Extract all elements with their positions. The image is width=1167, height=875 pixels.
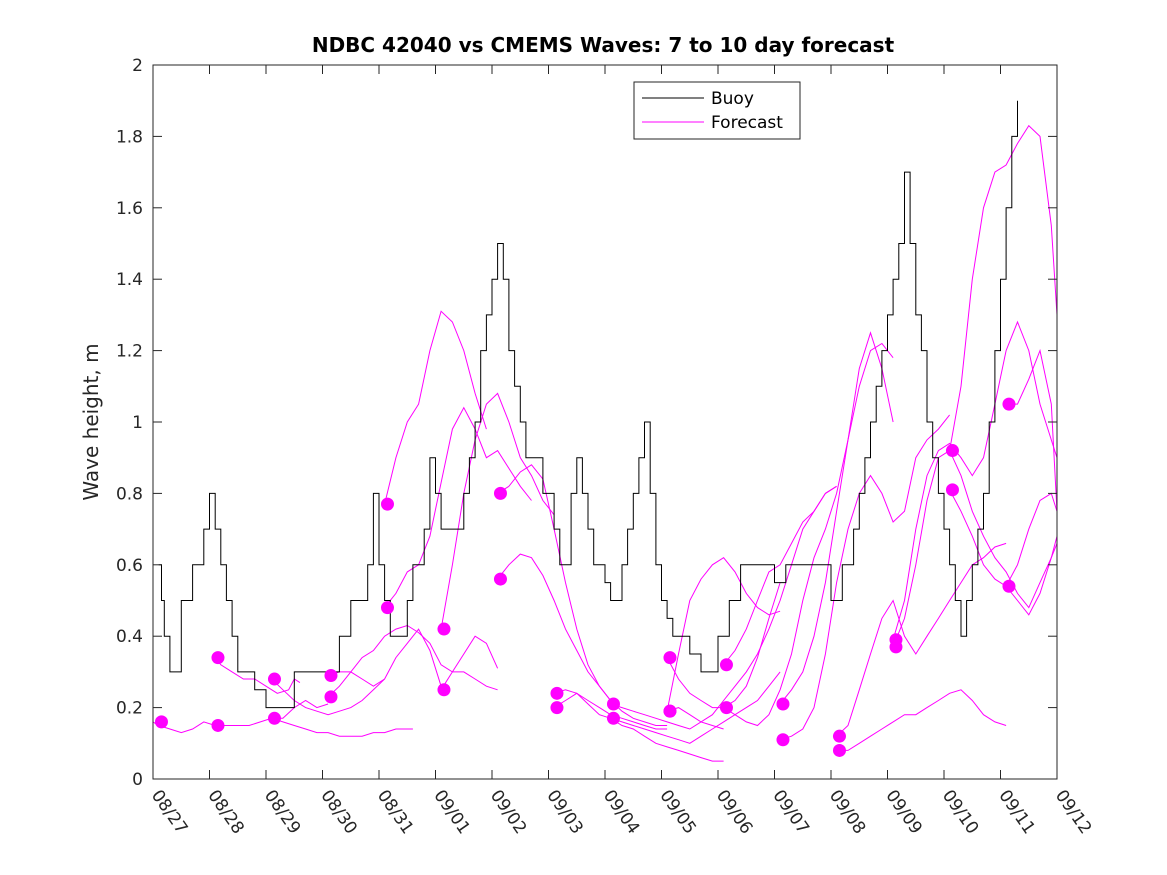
- y-tick-label: 1: [132, 413, 143, 433]
- forecast-start-marker: [267, 672, 281, 686]
- forecast-start-marker: [719, 701, 733, 715]
- buoy-line: [158, 100, 1018, 709]
- forecast-start-marker: [663, 704, 677, 718]
- forecast-line: [610, 703, 724, 730]
- forecast-line: [723, 485, 837, 666]
- plot-area: [153, 65, 1057, 779]
- chart-title: NDBC 42040 vs CMEMS Waves: 7 to 10 day f…: [312, 33, 895, 57]
- forecast-start-marker: [437, 683, 451, 697]
- forecast-start-marker: [493, 572, 507, 586]
- forecast-line: [384, 310, 487, 505]
- forecast-line: [949, 124, 1058, 451]
- forecast-start-marker: [663, 651, 677, 665]
- forecast-line: [666, 557, 781, 712]
- forecast-line: [892, 449, 1058, 648]
- y-tick-label: 2: [132, 56, 143, 76]
- forecast-line: [214, 657, 301, 694]
- forecast-series: [152, 124, 1058, 762]
- forecast-start-marker: [550, 701, 564, 715]
- y-tick-label: 1.6: [116, 199, 143, 219]
- forecast-start-marker: [211, 718, 225, 732]
- forecast-start-marker: [154, 715, 168, 729]
- forecast-line: [440, 635, 499, 691]
- forecast-line: [836, 689, 1007, 751]
- forecast-start-marker: [832, 743, 846, 757]
- forecast-start-marker: [493, 486, 507, 500]
- y-tick-label: 1.2: [116, 342, 143, 362]
- forecast-start-marker: [1002, 579, 1016, 593]
- y-tick-label: 0.6: [116, 556, 143, 576]
- forecast-start-marker: [889, 640, 903, 654]
- y-axis: 0 0.2 0.4 0.6 0.8 1 1.2 1.4 1.6 1.8 2: [116, 56, 1057, 790]
- y-tick-label: 0.4: [116, 627, 143, 647]
- forecast-start-marker: [945, 444, 959, 458]
- y-axis-label: Wave height, m: [79, 343, 103, 500]
- forecast-start-marker: [324, 690, 338, 704]
- forecast-line: [892, 320, 1058, 640]
- forecast-line: [497, 553, 668, 726]
- forecast-line: [384, 406, 532, 608]
- forecast-line: [723, 342, 894, 727]
- forecast-line: [553, 692, 724, 762]
- forecast-start-marker: [267, 711, 281, 725]
- legend: Buoy Forecast: [633, 81, 801, 140]
- y-tick-label: 1.8: [116, 127, 143, 147]
- forecast-start-marker: [437, 622, 451, 636]
- forecast-line: [610, 671, 781, 744]
- forecast-start-markers: [154, 397, 1016, 757]
- legend-box: [633, 81, 801, 140]
- buoy-series: [158, 100, 1018, 709]
- forecast-start-marker: [324, 668, 338, 682]
- forecast-line: [327, 624, 498, 698]
- forecast-line: [1005, 492, 1058, 587]
- y-tick-label: 0: [132, 770, 143, 790]
- forecast-start-marker: [945, 483, 959, 497]
- forecast-start-marker: [550, 686, 564, 700]
- forecast-start-marker: [832, 729, 846, 743]
- forecast-line: [271, 717, 413, 737]
- forecast-start-marker: [776, 697, 790, 711]
- forecast-start-marker: [380, 601, 394, 615]
- forecast-start-marker: [1002, 397, 1016, 411]
- forecast-start-marker: [776, 733, 790, 747]
- forecast-line: [440, 392, 555, 630]
- y-tick-label: 0.8: [116, 484, 143, 504]
- y-tick-label: 1.4: [116, 270, 143, 290]
- forecast-line: [271, 678, 385, 716]
- forecast-start-marker: [380, 497, 394, 511]
- forecast-line: [666, 485, 837, 723]
- forecast-start-marker: [606, 697, 620, 711]
- forecast-line: [779, 331, 894, 705]
- forecast-start-marker: [211, 651, 225, 665]
- forecast-start-marker: [719, 658, 733, 672]
- legend-forecast-label: Forecast: [711, 113, 783, 133]
- forecast-start-marker: [606, 711, 620, 725]
- legend-buoy-label: Buoy: [711, 89, 754, 109]
- y-tick-label: 0.2: [116, 699, 143, 719]
